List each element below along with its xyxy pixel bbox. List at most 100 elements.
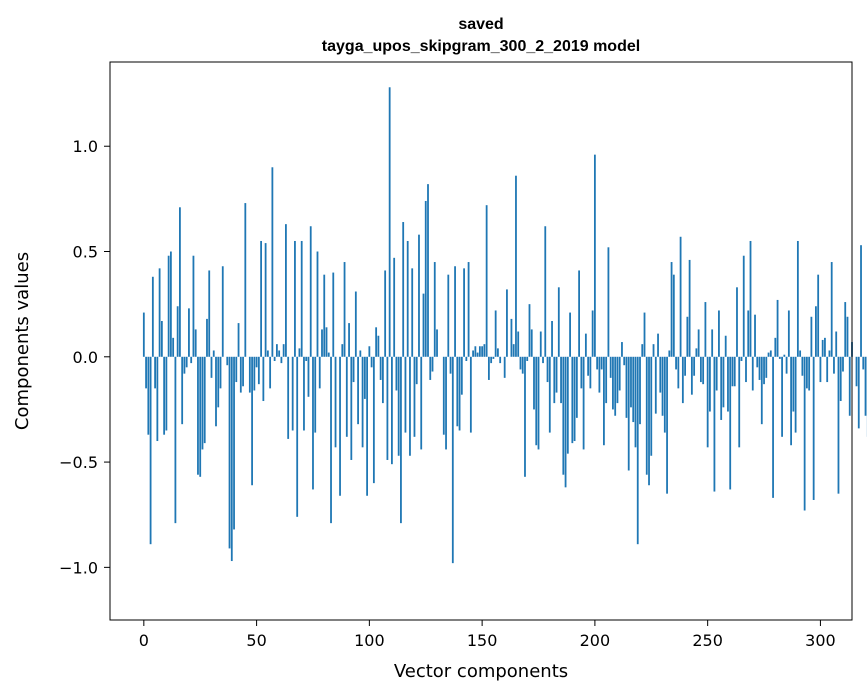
bar-104 bbox=[377, 335, 380, 357]
bar-298 bbox=[815, 306, 817, 357]
bar-302 bbox=[824, 337, 826, 357]
bar-176 bbox=[539, 331, 542, 357]
bar-294 bbox=[805, 356, 808, 389]
bar-224 bbox=[648, 356, 650, 486]
bar-45 bbox=[244, 203, 247, 357]
y-tick-label: 1.0 bbox=[73, 137, 98, 156]
bar-10 bbox=[165, 356, 168, 431]
bar-300 bbox=[819, 356, 822, 383]
bar-202 bbox=[598, 356, 601, 393]
bar-19 bbox=[185, 356, 188, 368]
bar-133 bbox=[442, 356, 445, 435]
bar-158 bbox=[499, 356, 502, 364]
bar-308 bbox=[837, 356, 840, 494]
bar-68 bbox=[296, 356, 299, 517]
bar-55 bbox=[266, 350, 269, 357]
bar-41 bbox=[235, 356, 238, 383]
bar-54 bbox=[264, 243, 267, 357]
bar-166 bbox=[517, 331, 520, 357]
bar-108 bbox=[386, 356, 389, 460]
bar-305 bbox=[830, 262, 833, 357]
bar-24 bbox=[197, 356, 199, 475]
bar-123 bbox=[420, 356, 423, 450]
bar-23 bbox=[194, 329, 197, 357]
bar-185 bbox=[560, 356, 562, 404]
bar-164 bbox=[512, 344, 515, 357]
bar-8 bbox=[160, 321, 163, 357]
bar-115 bbox=[402, 222, 405, 357]
bar-255 bbox=[718, 310, 720, 357]
bar-265 bbox=[740, 356, 743, 361]
bar-13 bbox=[172, 337, 175, 357]
bar-279 bbox=[772, 356, 774, 498]
bar-35 bbox=[221, 266, 224, 357]
bar-76 bbox=[314, 356, 317, 433]
bar-71 bbox=[303, 356, 305, 431]
bar-189 bbox=[569, 312, 571, 357]
bar-284 bbox=[783, 354, 786, 357]
bar-52 bbox=[260, 240, 262, 357]
bar-39 bbox=[230, 356, 233, 562]
bar-275 bbox=[763, 356, 765, 385]
bar-286 bbox=[787, 310, 790, 357]
bar-247 bbox=[699, 356, 702, 383]
bar-313 bbox=[848, 356, 851, 416]
bar-219 bbox=[636, 356, 639, 545]
bar-168 bbox=[521, 356, 524, 374]
bar-263 bbox=[736, 287, 738, 357]
bar-280 bbox=[774, 337, 777, 357]
bar-38 bbox=[228, 356, 231, 549]
bar-97 bbox=[361, 356, 364, 448]
y-axis-label: Components values bbox=[12, 252, 33, 430]
bar-197 bbox=[587, 356, 590, 376]
bar-78 bbox=[318, 356, 321, 389]
bar-209 bbox=[614, 356, 617, 416]
bar-266 bbox=[742, 255, 745, 357]
bar-272 bbox=[756, 356, 759, 368]
bar-107 bbox=[384, 270, 387, 357]
bar-180 bbox=[548, 356, 551, 433]
bar-249 bbox=[704, 302, 707, 357]
bar-199 bbox=[591, 310, 594, 357]
bar-102 bbox=[372, 356, 375, 484]
bar-311 bbox=[844, 302, 847, 357]
bar-264 bbox=[738, 356, 741, 448]
bar-206 bbox=[607, 247, 610, 357]
bar-139 bbox=[456, 356, 459, 427]
bar-92 bbox=[350, 356, 353, 460]
bar-59 bbox=[275, 344, 278, 357]
bar-175 bbox=[537, 356, 540, 450]
bar-287 bbox=[790, 356, 792, 446]
bar-157 bbox=[497, 348, 499, 357]
bar-72 bbox=[305, 356, 308, 361]
bar-237 bbox=[677, 356, 680, 389]
bar-141 bbox=[460, 356, 463, 395]
bar-260 bbox=[729, 356, 732, 490]
bar-214 bbox=[625, 356, 628, 418]
bar-136 bbox=[449, 356, 452, 374]
bar-271 bbox=[754, 314, 756, 357]
bar-165 bbox=[515, 175, 517, 357]
bar-316 bbox=[855, 356, 858, 387]
chart-title-line1: saved bbox=[458, 16, 503, 33]
x-tick-label: 100 bbox=[354, 631, 385, 650]
bar-208 bbox=[612, 356, 614, 410]
bar-120 bbox=[413, 356, 416, 437]
bar-296 bbox=[810, 316, 813, 357]
bar-259 bbox=[727, 356, 729, 412]
bar-293 bbox=[803, 356, 806, 511]
bar-236 bbox=[675, 356, 677, 370]
bar-83 bbox=[330, 356, 332, 524]
bar-183 bbox=[555, 356, 558, 393]
bar-70 bbox=[300, 240, 303, 357]
bar-16 bbox=[179, 207, 181, 357]
bar-18 bbox=[183, 356, 186, 374]
bar-299 bbox=[817, 274, 820, 357]
bar-67 bbox=[294, 240, 296, 357]
bar-60 bbox=[278, 350, 281, 357]
bar-110 bbox=[391, 356, 393, 465]
bar-64 bbox=[287, 356, 290, 439]
bar-47 bbox=[248, 356, 251, 393]
bar-61 bbox=[280, 356, 283, 364]
bar-3 bbox=[149, 356, 152, 545]
